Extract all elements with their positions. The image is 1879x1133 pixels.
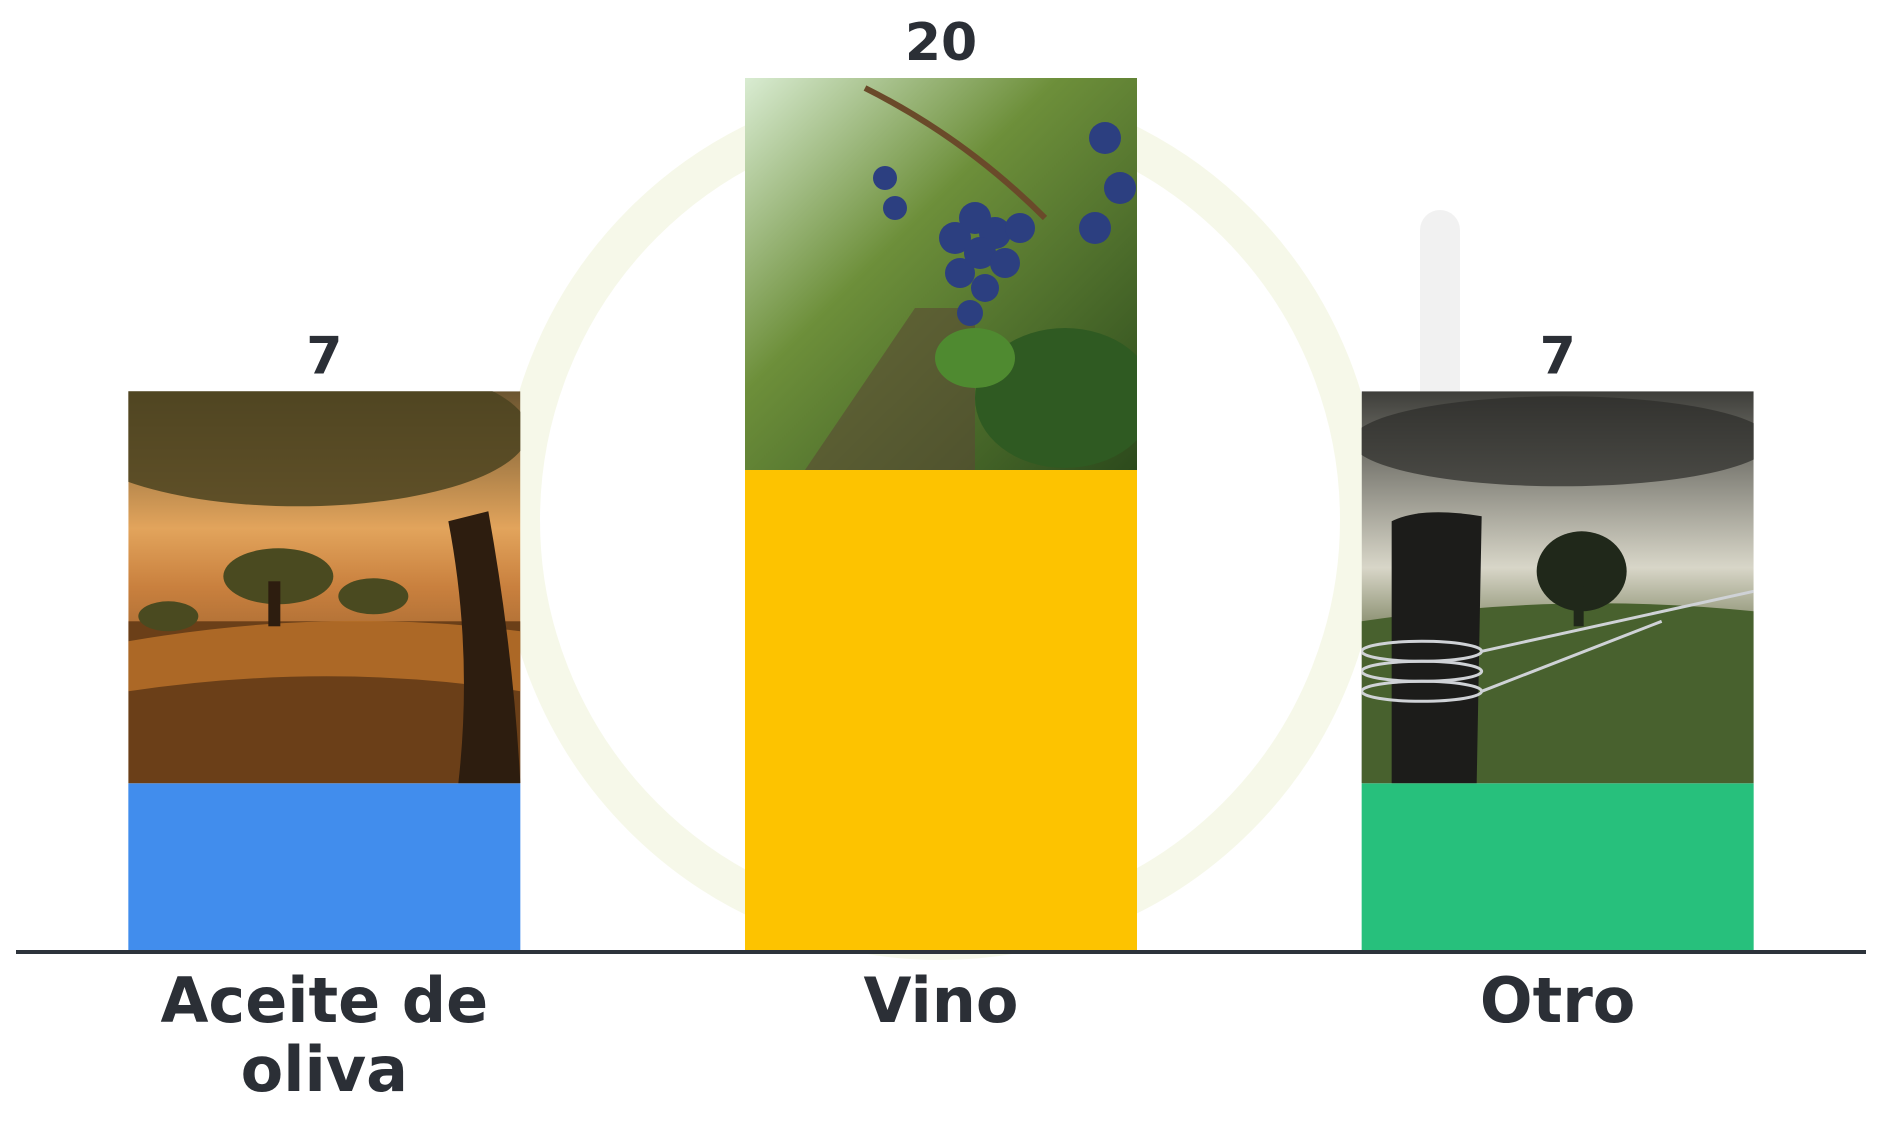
bar (128, 783, 521, 952)
bar (1361, 783, 1754, 952)
bar (745, 470, 1137, 952)
value-label: 7 (306, 326, 342, 386)
x-tick-label: Otro (1479, 964, 1636, 1037)
x-tick-label: Aceite de oliva (160, 964, 489, 1107)
bar-photo (745, 78, 1155, 470)
bar-photo (128, 391, 521, 784)
x-tick-label: Vino (863, 964, 1019, 1037)
bar-photo (1361, 391, 1754, 784)
value-label: 20 (905, 13, 977, 73)
value-label: 7 (1540, 326, 1576, 386)
